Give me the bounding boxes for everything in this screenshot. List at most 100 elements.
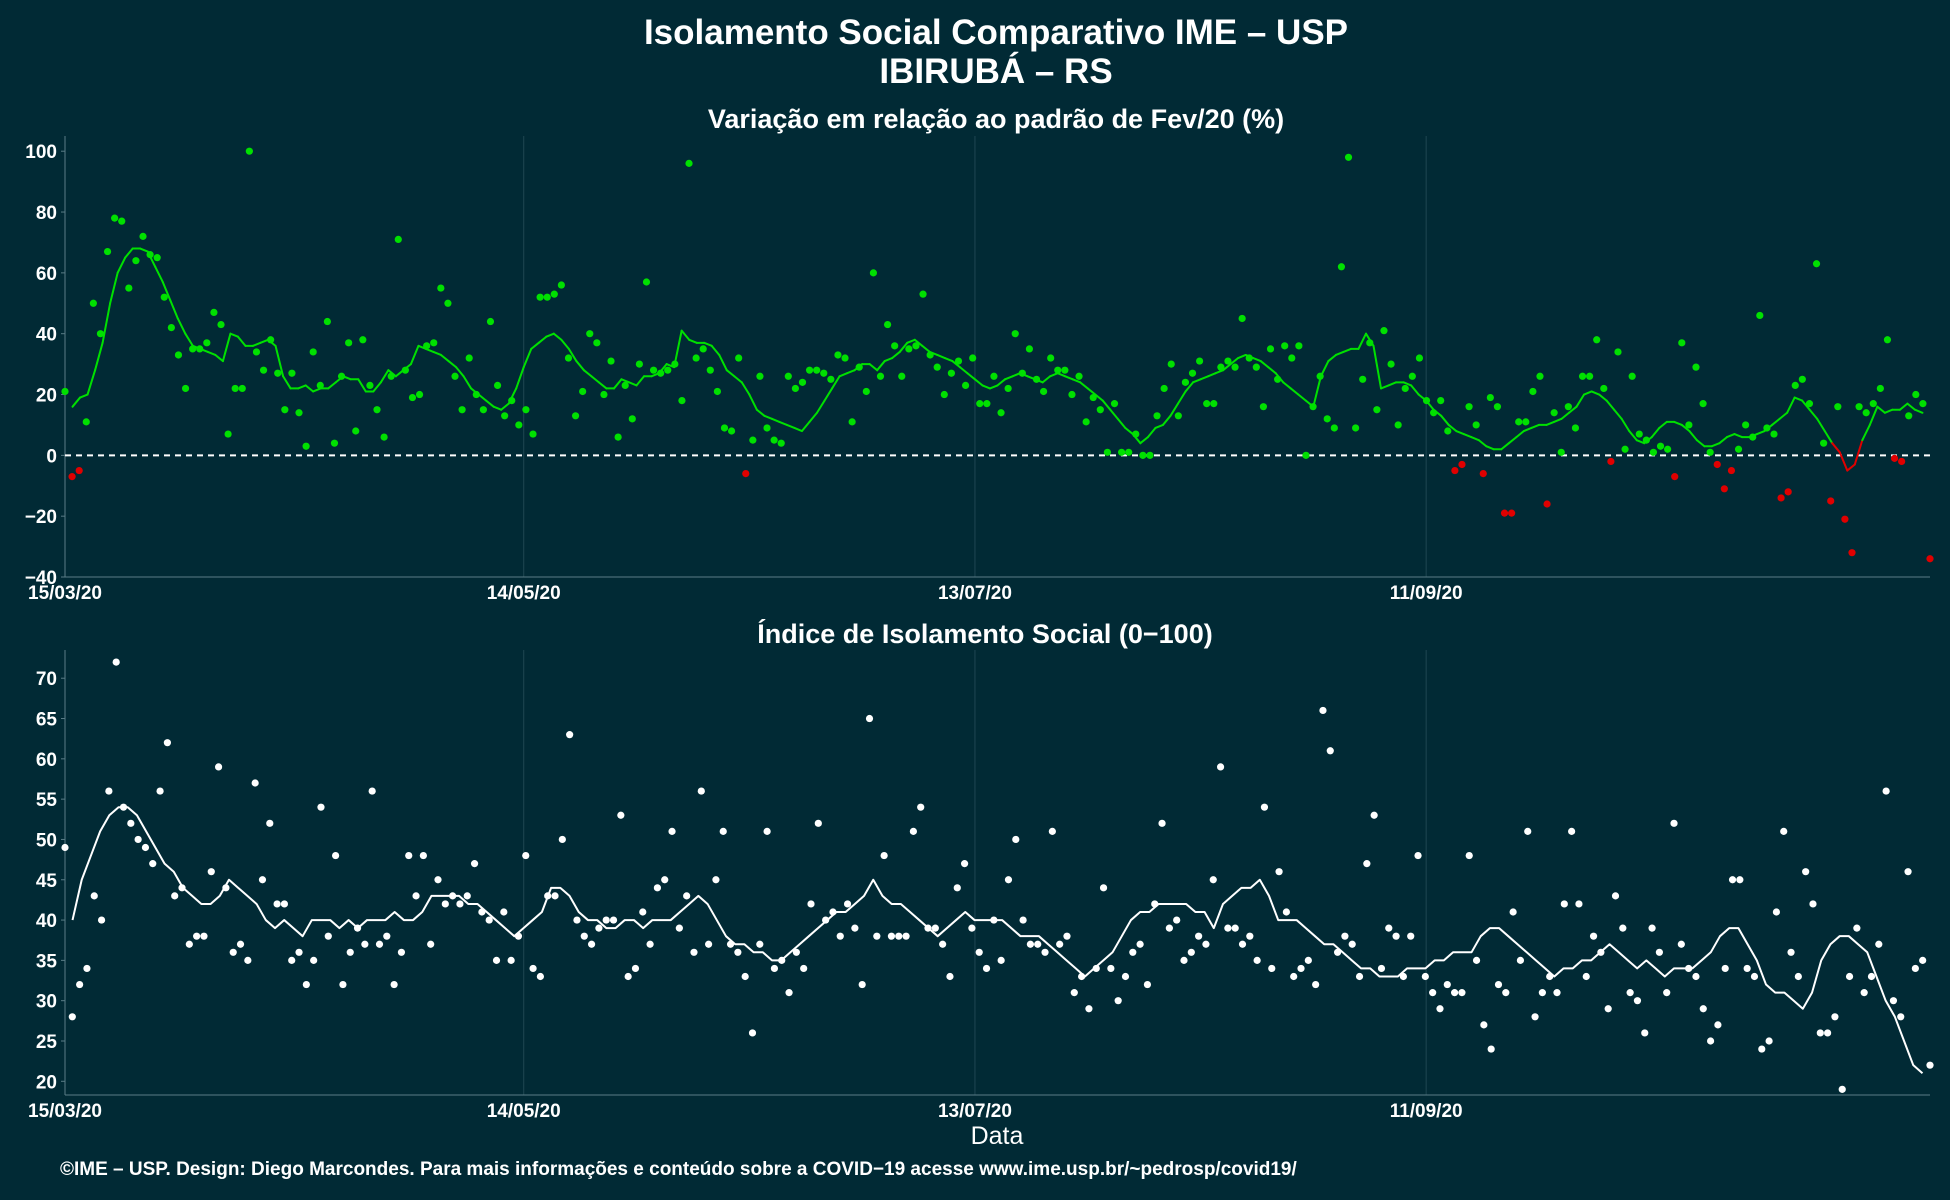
data-point xyxy=(784,372,792,380)
data-point xyxy=(366,381,374,389)
smoothed-line-segment xyxy=(891,350,901,360)
data-point xyxy=(1472,421,1480,429)
data-point xyxy=(1809,900,1817,908)
smoothed-line-segment xyxy=(725,369,736,378)
smoothed-line-segment xyxy=(530,341,540,350)
smoothed-line-segment xyxy=(740,381,751,396)
smoothed-line-segment xyxy=(1725,433,1736,439)
data-point xyxy=(883,320,892,329)
smoothed-line-segment xyxy=(1169,402,1179,417)
data-point xyxy=(368,787,376,795)
data-point xyxy=(573,916,581,924)
data-point xyxy=(1355,972,1364,981)
data-point xyxy=(1224,924,1232,932)
data-point xyxy=(646,940,654,948)
data-point xyxy=(607,357,615,365)
top-panel: −40 −20 0 20 40 60 80 100 15/03/20 14/05/20 13/07/… xyxy=(25,136,1934,604)
smoothed-line-segment xyxy=(612,378,623,390)
data-point xyxy=(1692,972,1700,981)
bottom-panel-ticks: 20 25 30 35 40 45 50 55 60 65 70 15/03/20 14/05/20 13… xyxy=(28,669,1463,1122)
data-point xyxy=(1802,868,1810,876)
data-point xyxy=(1816,1029,1824,1037)
smoothed-line-segment xyxy=(1876,405,1886,414)
data-point xyxy=(551,892,559,900)
data-point xyxy=(649,366,658,374)
smoothed-line-segment xyxy=(515,366,525,390)
smoothed-line-segment xyxy=(387,369,397,378)
data-point xyxy=(1860,989,1868,997)
data-point xyxy=(1429,989,1437,997)
data-point xyxy=(631,964,640,973)
data-point xyxy=(1550,409,1558,417)
data-point xyxy=(1173,916,1181,924)
data-point xyxy=(1136,940,1144,948)
data-point xyxy=(280,900,289,908)
data-point xyxy=(1458,460,1466,469)
smoothed-line-segment xyxy=(169,299,179,320)
data-point xyxy=(68,1013,76,1021)
data-point xyxy=(706,366,714,374)
data-point xyxy=(1231,924,1239,932)
data-point xyxy=(983,400,991,408)
data-point xyxy=(1330,424,1338,432)
data-point xyxy=(1288,354,1296,362)
smoothed-line-segment xyxy=(500,402,510,411)
data-point xyxy=(1143,980,1152,989)
smoothed-line-segment xyxy=(214,353,224,363)
y-tick-label: 20 xyxy=(36,1072,57,1093)
smoothed-line-segment xyxy=(620,378,631,384)
data-point xyxy=(1571,424,1580,432)
data-point xyxy=(940,390,948,399)
data-point xyxy=(690,948,698,956)
smoothed-line-segment xyxy=(267,338,277,347)
smoothed-line-segment xyxy=(1575,393,1586,408)
smoothed-line-segment xyxy=(800,420,811,433)
data-point xyxy=(430,339,438,347)
data-point xyxy=(614,433,622,441)
data-point xyxy=(437,284,445,292)
data-point xyxy=(1553,989,1561,997)
data-point xyxy=(1912,390,1920,399)
data-point xyxy=(90,892,98,900)
data-point xyxy=(1319,706,1327,715)
data-point xyxy=(1041,948,1049,956)
smoothed-line-segment xyxy=(936,353,946,360)
data-point xyxy=(1648,924,1656,932)
smoothed-line-segment xyxy=(1861,423,1871,442)
smoothed-line-segment xyxy=(883,357,894,363)
data-point xyxy=(1777,494,1785,502)
data-point xyxy=(97,916,106,924)
data-point xyxy=(1096,406,1104,414)
data-point xyxy=(898,372,906,380)
smoothed-line-segment xyxy=(1154,423,1164,429)
smoothed-line-segment xyxy=(1026,375,1037,381)
data-point xyxy=(1465,403,1473,411)
data-point xyxy=(112,658,120,666)
smoothed-line-segment xyxy=(1695,439,1706,448)
data-point xyxy=(153,254,161,262)
smoothed-line-segment xyxy=(838,372,849,378)
smoothed-line-segment xyxy=(673,329,683,369)
data-point xyxy=(207,868,215,876)
data-point xyxy=(1656,442,1665,450)
data-point xyxy=(1392,932,1400,940)
smoothed-line-segment xyxy=(1304,399,1315,408)
data-point xyxy=(887,932,896,940)
smoothed-line-segment xyxy=(1868,405,1879,426)
smoothed-line-segment xyxy=(1124,426,1134,436)
data-point xyxy=(558,835,566,844)
data-point xyxy=(330,439,339,447)
smoothed-line-segment xyxy=(1643,436,1653,445)
smoothed-line-segment xyxy=(981,384,991,390)
smoothed-line-segment xyxy=(770,417,781,423)
data-point xyxy=(820,369,828,377)
data-point xyxy=(1867,972,1876,981)
data-point xyxy=(1210,400,1218,408)
smoothed-line-segment xyxy=(1635,439,1646,445)
data-point xyxy=(1302,451,1310,459)
smoothed-line-segment xyxy=(575,360,585,372)
data-point xyxy=(975,948,983,956)
smoothed-line-segment xyxy=(1598,393,1608,402)
smoothed-line-segment xyxy=(312,387,322,393)
data-point xyxy=(1882,787,1890,795)
